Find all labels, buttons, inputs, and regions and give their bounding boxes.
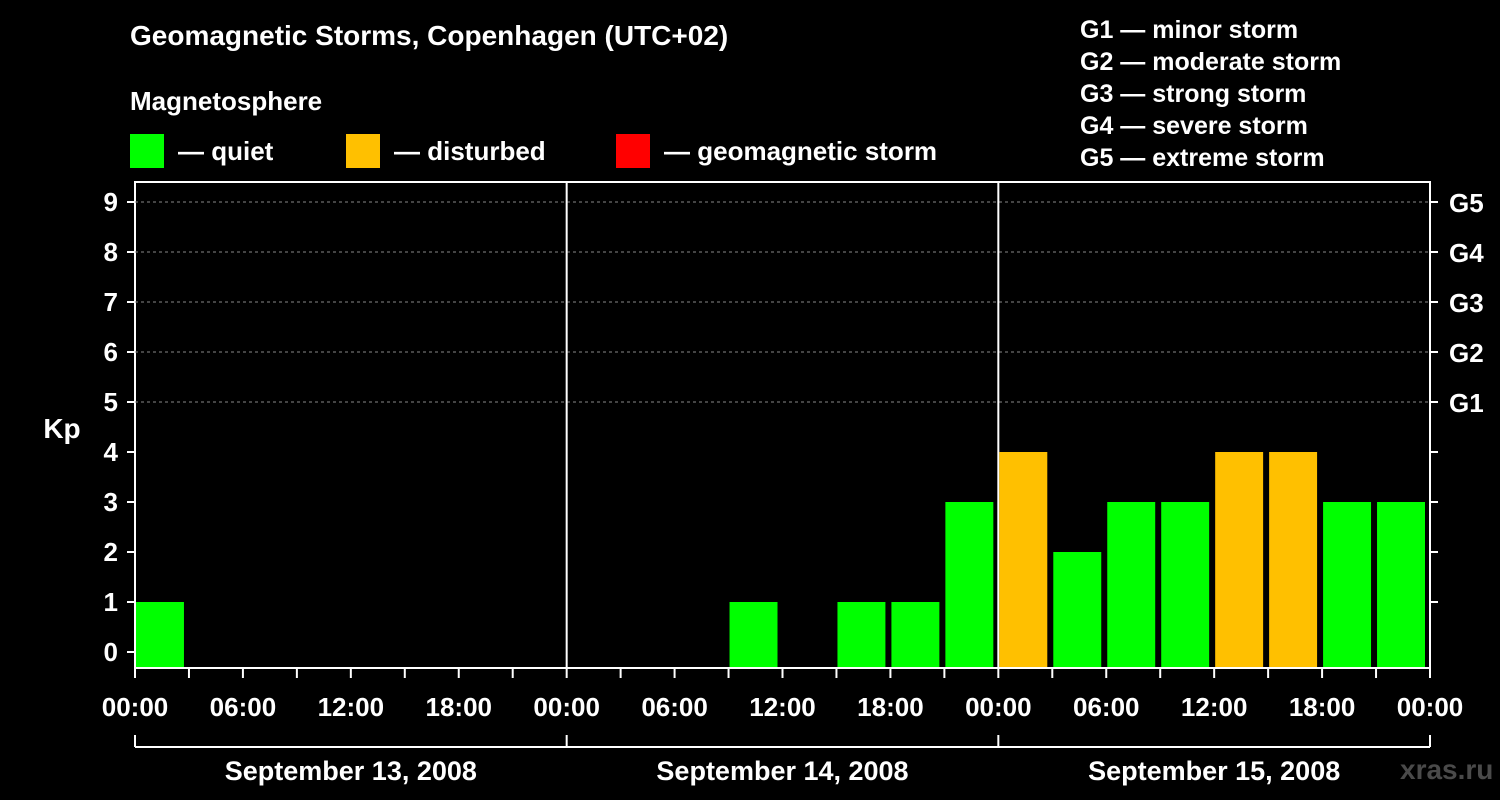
legend-storm-swatch: [616, 134, 650, 168]
y-tick-label: 0: [104, 637, 118, 667]
x-tick-label: 00:00: [965, 692, 1032, 722]
storm-level-axis-label: G5: [1449, 188, 1484, 218]
kp-bar: [837, 602, 886, 667]
kp-bar: [945, 502, 994, 667]
x-tick-label: 18:00: [426, 692, 493, 722]
x-tick-label: 06:00: [641, 692, 708, 722]
legend-quiet-swatch: [130, 134, 164, 168]
kp-bar: [999, 452, 1048, 667]
y-tick-label: 2: [104, 537, 118, 567]
kp-bar: [1161, 502, 1210, 667]
watermark: xras.ru: [1400, 754, 1494, 785]
y-tick-label: 9: [104, 187, 118, 217]
x-tick-label: 06:00: [210, 692, 277, 722]
y-tick-label: 5: [104, 387, 118, 417]
kp-bar: [136, 602, 184, 667]
legend-disturbed-swatch: [346, 134, 380, 168]
storm-level-axis-label: G2: [1449, 338, 1484, 368]
x-tick-label: 18:00: [1289, 692, 1356, 722]
y-axis-label: Kp: [43, 413, 80, 444]
legend-storm-label: — geomagnetic storm: [664, 135, 938, 166]
legend-quiet: — quiet: [130, 134, 273, 168]
chart-title: Geomagnetic Storms, Copenhagen (UTC+02): [130, 20, 729, 51]
storm-level-g3: G3 — strong storm: [1080, 80, 1307, 108]
kp-bar: [1215, 452, 1264, 667]
storm-level-axis-label: G1: [1449, 388, 1484, 418]
kp-bar: [1377, 502, 1425, 667]
x-tick-label: 06:00: [1073, 692, 1140, 722]
x-tick-label: 18:00: [857, 692, 924, 722]
storm-level-g5: G5 — extreme storm: [1080, 144, 1325, 172]
day-label: September 14, 2008: [656, 756, 908, 786]
storm-level-g2: G2 — moderate storm: [1080, 48, 1342, 76]
kp-bar: [1053, 552, 1102, 667]
y-tick-label: 3: [104, 487, 118, 517]
kp-bar: [729, 602, 778, 667]
kp-bar: [891, 602, 940, 667]
x-tick-label: 12:00: [1181, 692, 1248, 722]
storm-level-g4: G4 — severe storm: [1080, 112, 1308, 140]
kp-bar: [1269, 452, 1318, 667]
x-tick-label: 00:00: [1397, 692, 1464, 722]
legend-storm: — geomagnetic storm: [616, 134, 937, 168]
day-label: September 15, 2008: [1088, 756, 1340, 786]
x-tick-label: 12:00: [318, 692, 385, 722]
kp-bar: [1323, 502, 1372, 667]
x-tick-label: 12:00: [749, 692, 816, 722]
y-tick-label: 6: [104, 337, 118, 367]
day-label: September 13, 2008: [225, 756, 477, 786]
storm-level-axis-label: G3: [1449, 288, 1484, 318]
legend-quiet-label: — quiet: [178, 135, 274, 166]
x-tick-label: 00:00: [533, 692, 600, 722]
legend-disturbed: — disturbed: [346, 134, 546, 168]
kp-bar: [1107, 502, 1156, 667]
legend-disturbed-label: — disturbed: [394, 135, 546, 166]
y-tick-label: 1: [104, 587, 118, 617]
x-tick-label: 00:00: [102, 692, 169, 722]
y-tick-label: 7: [104, 287, 118, 317]
storm-level-axis-label: G4: [1449, 238, 1484, 268]
y-tick-label: 8: [104, 237, 118, 267]
y-tick-label: 4: [104, 437, 119, 467]
storm-level-legend: G1 — minor storm G2 — moderate storm G3 …: [1080, 14, 1341, 174]
magnetosphere-label: Magnetosphere: [130, 86, 323, 116]
storm-level-g1: G1 — minor storm: [1080, 16, 1299, 44]
